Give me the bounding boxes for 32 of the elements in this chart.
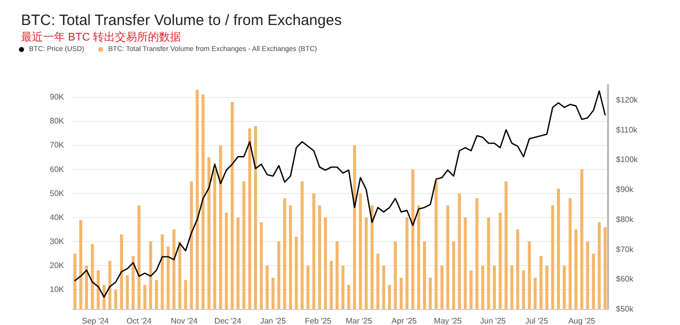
x-tick-label: Jul '25	[525, 316, 549, 325]
x-tick-label: Aug '25	[568, 316, 596, 325]
x-tick-label: Apr '25	[392, 316, 418, 325]
y2-tick-label: $50k	[616, 304, 634, 314]
x-tick-label: Dec '24	[214, 316, 242, 325]
x-tick-label: Oct '24	[126, 316, 152, 325]
y-tick-label: 80K	[50, 116, 65, 126]
y2-tick-label: $110k	[616, 125, 638, 134]
y2-tick-label: $70k	[616, 244, 634, 254]
chart-title: BTC: Total Transfer Volume to / from Exchanges	[21, 12, 342, 29]
y-tick-label: 40K	[50, 212, 65, 222]
y-tick-label: 10K	[50, 285, 65, 294]
line-series	[74, 90, 606, 298]
x-tick-label: Mar '25	[346, 316, 373, 325]
chart-subtitle: 最近一年 BTC 转出交易所的数据	[21, 30, 182, 44]
y-tick-label: 60K	[50, 164, 65, 174]
y-tick-label: 90K	[50, 92, 65, 102]
y2-tick-label: $100k	[616, 155, 639, 164]
y2-tick-label: $90k	[616, 185, 634, 194]
x-tick-label: Feb '25	[304, 316, 332, 325]
y-tick-label: 50K	[50, 188, 65, 198]
x-tick-label: Sep '24	[82, 316, 110, 325]
y-tick-label: 70K	[50, 140, 65, 150]
y-tick-label: 20K	[50, 261, 65, 270]
x-tick-label: Jun '25	[480, 316, 506, 325]
x-tick-label: May '25	[434, 316, 462, 325]
y2-tick-label: $60k	[616, 274, 634, 284]
y-tick-label: 30K	[50, 237, 65, 246]
x-tick-label: Nov '24	[170, 316, 198, 325]
x-tick-label: Jan '25	[260, 316, 286, 325]
y2-tick-label: $80k	[616, 214, 634, 224]
y2-tick-label: $120k	[616, 95, 639, 104]
